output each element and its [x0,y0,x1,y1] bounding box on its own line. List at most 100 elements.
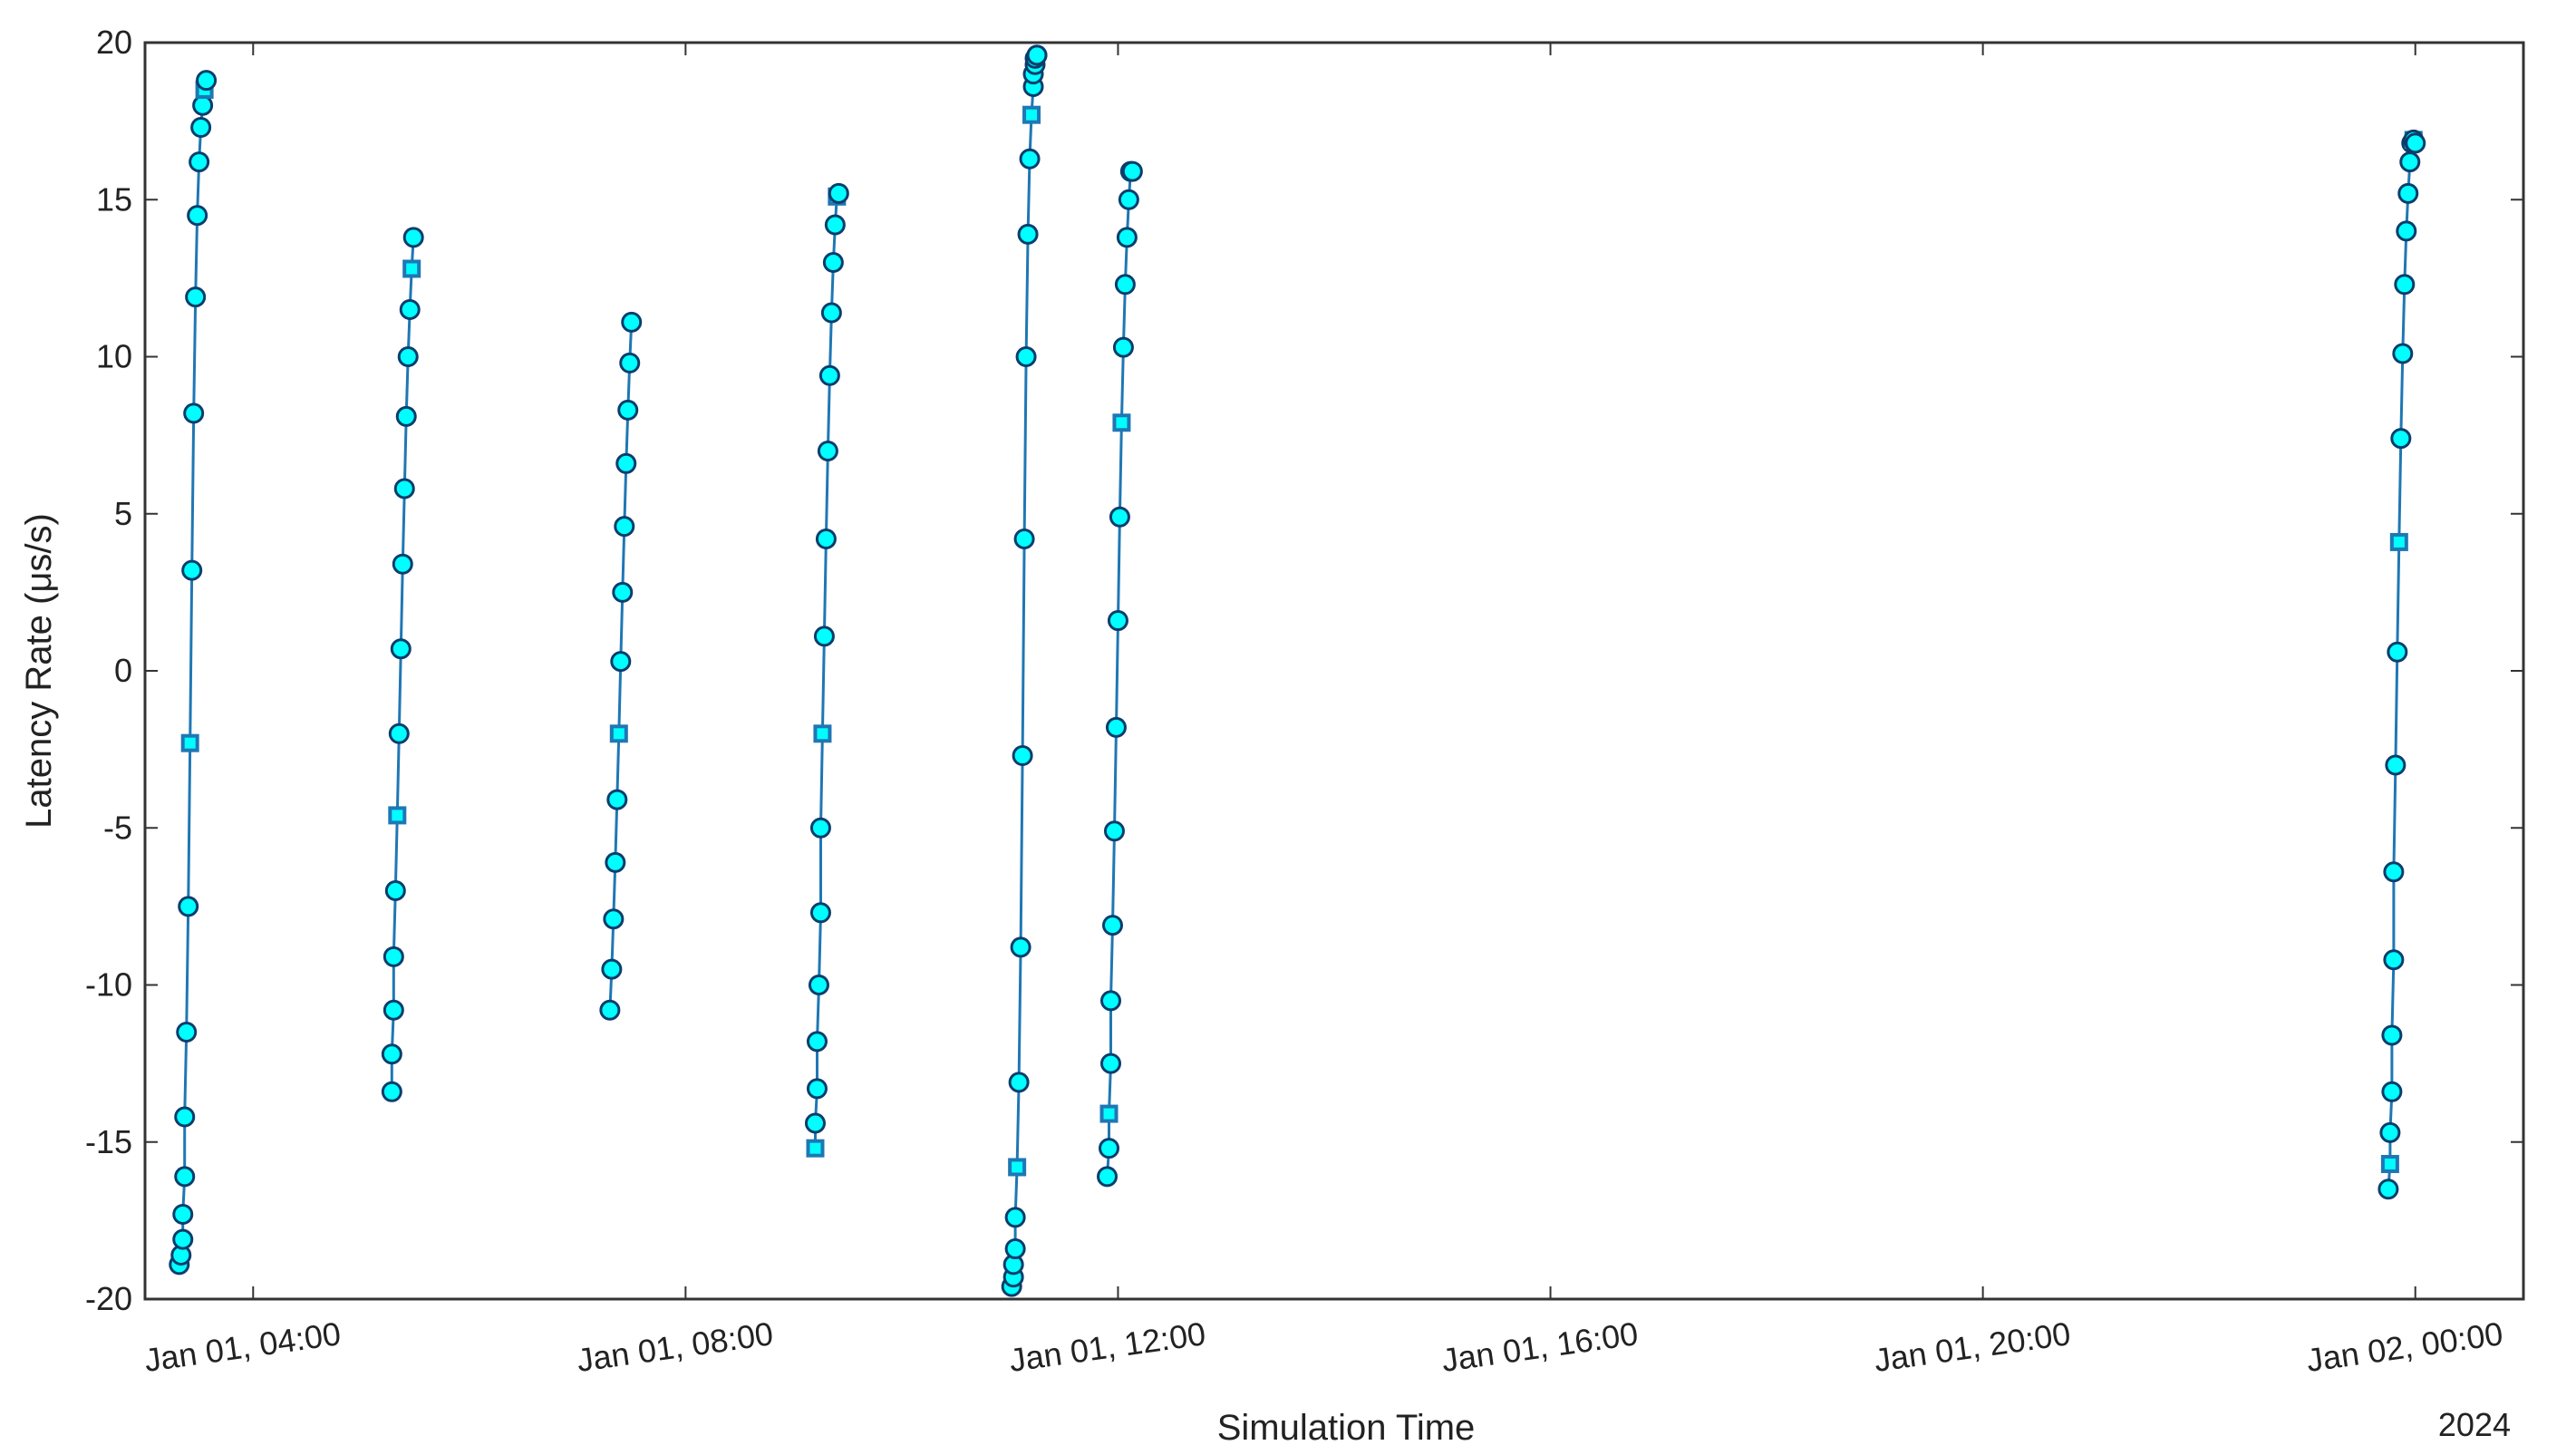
data-point [1107,610,1128,632]
data-point [399,299,421,321]
data-point-square [2389,532,2408,551]
data-point [1109,506,1130,528]
data-point [388,723,410,744]
data-point [174,1106,196,1128]
series-1 [169,70,218,1276]
data-point [390,638,412,660]
data-point [1015,346,1037,367]
y-tick-label: -20 [85,1280,132,1317]
data-point [185,286,207,308]
data-point [187,205,208,227]
data-point [174,1166,196,1188]
data-point [615,452,637,474]
data-point-square [388,806,407,825]
data-point [820,302,842,324]
data-point-square [1112,413,1131,432]
series-6 [1097,160,1143,1188]
series-2 [381,227,424,1102]
data-point [809,902,831,924]
series-4 [804,182,849,1158]
data-point [806,1031,828,1052]
data-point [383,946,404,967]
data-point-square [1008,1158,1027,1177]
data-point [601,958,623,980]
data-point [402,227,424,248]
data-point-square [2380,1155,2399,1174]
series-7 [2377,129,2426,1200]
data-point [1019,148,1041,170]
data-point [1103,820,1125,842]
data-point [818,364,840,386]
y-tick-label: 5 [114,495,132,532]
data-point [2387,641,2408,663]
data-point [824,214,846,236]
data-point [196,70,218,92]
data-point [1116,227,1138,248]
data-point [809,817,831,839]
data-point [2397,182,2419,204]
data-point [605,851,626,873]
data-point [2394,274,2416,296]
data-point [1118,189,1139,210]
data-point [1097,1166,1119,1188]
data-point [2383,949,2405,971]
data-point [606,789,628,810]
data-point [1004,1207,1026,1228]
data-point [2385,754,2407,776]
data-point-square [813,724,832,743]
y-axis-ticks: 20 15 10 5 0 -5 -10 -15 -20 [85,24,2523,1317]
data-point [603,908,625,930]
data-point [2381,1024,2403,1046]
data-point [617,399,639,421]
series-5 [1001,44,1048,1297]
data-point-square [609,724,628,743]
data-point [1026,44,1048,66]
data-point [381,1043,402,1065]
data-point [392,553,413,575]
data-point [2381,1081,2403,1102]
data-point [172,1203,194,1225]
data-point-square [402,259,421,278]
y-tick-label: -10 [85,966,132,1004]
plot-area [169,44,2426,1297]
data-point [1008,1072,1030,1093]
data-point [395,405,417,427]
data-point [176,1021,198,1043]
data-point [815,528,837,549]
data-point [1099,1138,1120,1159]
data-point [804,1112,826,1134]
y-axis-title: Latency Rate (μs/s) [19,513,59,829]
data-point [610,651,632,673]
series-3 [599,311,643,1021]
data-point [619,352,641,373]
data-point [822,252,844,274]
data-point [192,94,214,116]
data-point [1112,336,1134,358]
data-point [2390,428,2412,450]
data-point [397,346,419,367]
data-point [2399,151,2421,173]
data-point [1100,990,1122,1012]
data-point [2392,343,2414,364]
data-point [1114,274,1136,296]
data-point [1013,528,1035,549]
data-point [1012,745,1033,767]
data-point [2377,1179,2399,1200]
data-point [1004,1238,1026,1260]
data-point [621,311,643,333]
y-tick-label: -5 [103,809,132,846]
y-tick-label: 10 [96,338,132,375]
data-point [806,1078,828,1100]
y-tick-label: 20 [96,24,132,61]
data-point [183,403,205,424]
data-point [612,581,634,603]
data-point [2396,220,2417,242]
data-point-square [1099,1104,1119,1123]
data-point-square [180,733,199,752]
data-point [817,440,838,461]
y-tick-label: 15 [96,180,132,218]
data-point [1017,223,1039,245]
data-point [384,880,406,902]
